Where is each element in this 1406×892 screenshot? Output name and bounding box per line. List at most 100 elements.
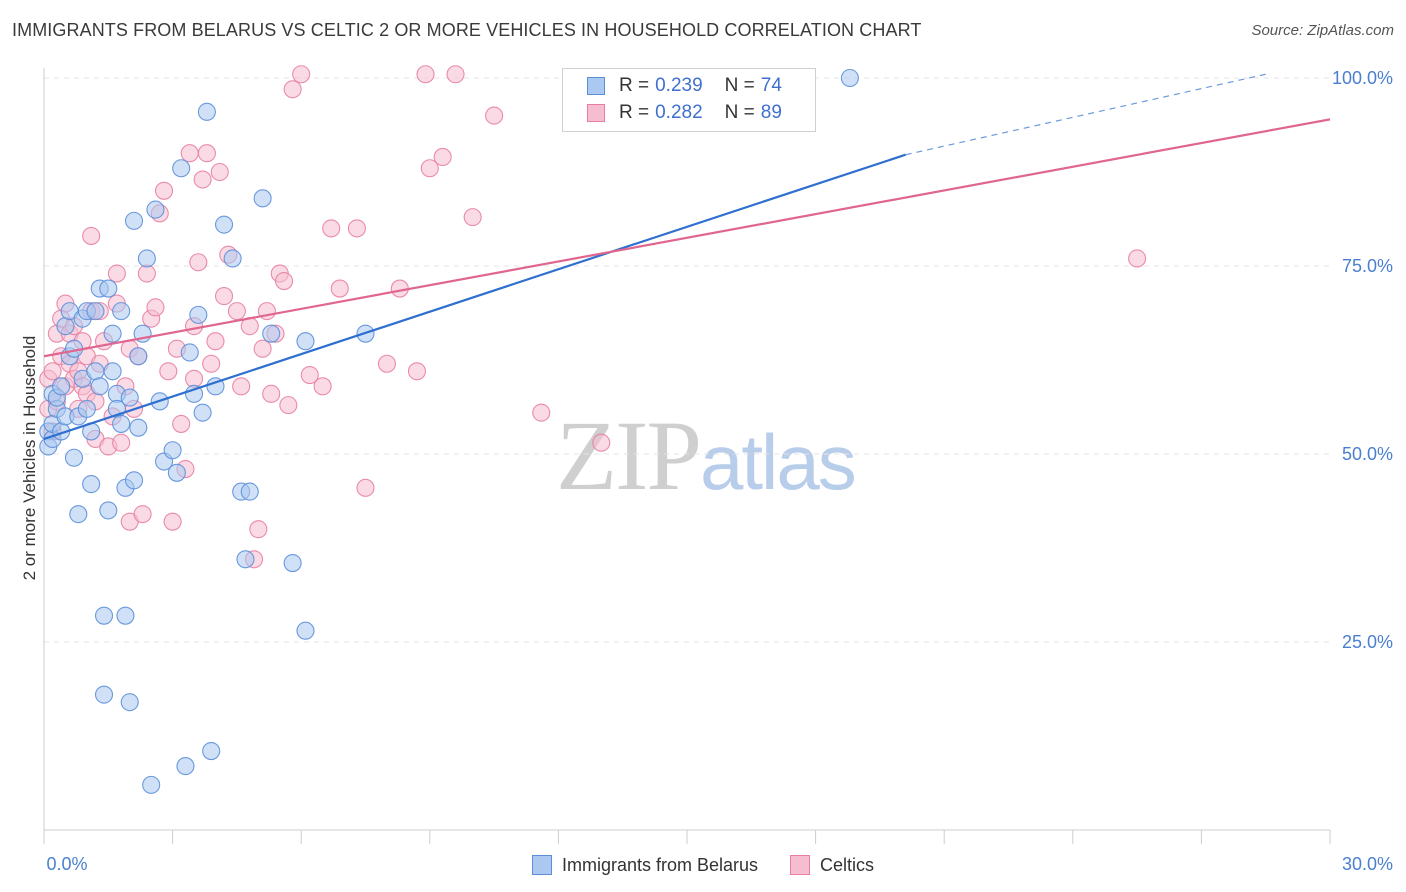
point-belarus — [82, 475, 101, 494]
point-belarus — [124, 211, 144, 230]
point-belarus — [56, 317, 75, 336]
point-celtics — [112, 433, 131, 452]
point-celtics — [463, 208, 482, 227]
point-belarus — [253, 189, 272, 208]
x-tick-label-max: 30.0% — [1342, 854, 1393, 874]
point-celtics — [163, 512, 182, 531]
point-belarus — [202, 741, 221, 761]
point-celtics — [193, 170, 212, 189]
point-belarus — [180, 343, 199, 362]
trendline-belarus-extension — [905, 73, 1266, 156]
point-celtics — [532, 403, 551, 422]
point-celtics — [172, 414, 191, 433]
legend-n-value: 74 — [760, 75, 782, 96]
point-belarus — [94, 606, 114, 625]
point-belarus — [77, 399, 96, 418]
legend-label-celtics: Celtics — [820, 854, 875, 875]
point-belarus — [69, 505, 88, 524]
point-celtics — [202, 354, 221, 373]
point-celtics — [322, 219, 341, 238]
point-belarus — [193, 403, 212, 422]
point-belarus — [214, 215, 234, 234]
point-belarus — [120, 388, 139, 407]
point-celtics — [433, 147, 452, 167]
point-celtics — [82, 226, 101, 245]
point-celtics — [300, 365, 319, 385]
point-belarus — [129, 347, 148, 366]
legend-item-celtics[interactable]: Celtics — [790, 855, 874, 876]
point-belarus — [116, 606, 135, 625]
point-belarus — [262, 324, 281, 343]
point-belarus — [146, 200, 165, 219]
legend-item-belarus[interactable]: Immigrants from Belarus — [531, 855, 758, 876]
point-belarus — [64, 448, 84, 467]
point-belarus — [176, 757, 195, 776]
watermark: ZIPatlas — [556, 398, 857, 513]
point-belarus — [167, 463, 186, 482]
point-celtics — [184, 369, 204, 388]
point-celtics — [206, 332, 225, 351]
legend-swatch-celtics — [587, 104, 605, 122]
point-celtics — [292, 65, 311, 84]
point-belarus — [223, 249, 242, 268]
point-celtics — [253, 339, 272, 358]
point-celtics — [180, 144, 199, 163]
point-belarus — [52, 377, 71, 396]
point-celtics — [210, 162, 229, 182]
point-celtics — [416, 65, 435, 84]
point-celtics — [377, 354, 396, 373]
legend-r-value: 0.282 — [655, 102, 703, 123]
y-tick-label: 25.0% — [1342, 632, 1393, 652]
point-belarus — [86, 362, 105, 381]
point-celtics — [1128, 249, 1147, 268]
legend-row-belarus: R = 0.239 N = 74 — [587, 75, 782, 97]
point-celtics — [43, 362, 62, 381]
legend-row-celtics: R = 0.282 N = 89 — [587, 102, 782, 124]
legend-swatch-belarus — [531, 855, 552, 875]
watermark-zip: ZIP — [556, 400, 702, 511]
point-belarus — [296, 621, 315, 640]
point-belarus — [99, 279, 118, 298]
legend-swatch-belarus — [587, 77, 605, 95]
point-celtics — [275, 271, 294, 291]
point-belarus — [142, 775, 161, 794]
watermark-atlas: atlas — [700, 418, 857, 506]
legend-n-value: 89 — [760, 102, 782, 123]
source-credit: Source: ZipAtlas.com — [1251, 22, 1394, 39]
point-celtics — [330, 279, 349, 298]
point-belarus — [124, 471, 144, 490]
point-celtics — [283, 80, 302, 99]
point-celtics — [232, 377, 251, 396]
legend-n-label: N = — [724, 75, 755, 96]
point-belarus — [240, 482, 259, 501]
point-belarus — [90, 377, 109, 396]
point-celtics — [159, 362, 178, 381]
legend-r-label: R = — [619, 102, 650, 123]
point-celtics — [107, 264, 126, 283]
chart-title: IMMIGRANTS FROM BELARUS VS CELTIC 2 OR M… — [12, 20, 922, 40]
point-belarus — [189, 305, 208, 324]
y-tick-label: 75.0% — [1342, 256, 1393, 276]
point-celtics — [133, 505, 152, 524]
point-celtics — [485, 106, 504, 125]
point-celtics — [279, 396, 298, 415]
point-celtics — [446, 65, 465, 84]
point-belarus — [236, 550, 255, 569]
y-tick-label: 50.0% — [1342, 444, 1393, 464]
y-tick-label: 100.0% — [1332, 68, 1393, 88]
point-belarus — [184, 384, 204, 403]
point-celtics — [197, 144, 216, 163]
point-celtics — [189, 253, 208, 272]
point-belarus — [99, 501, 118, 520]
point-belarus — [137, 249, 156, 268]
x-tick-label-min: 0.0% — [46, 854, 87, 874]
point-celtics — [249, 520, 268, 539]
point-belarus — [112, 302, 131, 321]
point-celtics — [592, 433, 611, 452]
point-celtics — [347, 219, 366, 238]
legend-r-value: 0.239 — [655, 75, 703, 96]
point-celtics — [262, 384, 281, 403]
point-belarus — [103, 362, 122, 381]
point-belarus — [283, 553, 302, 573]
